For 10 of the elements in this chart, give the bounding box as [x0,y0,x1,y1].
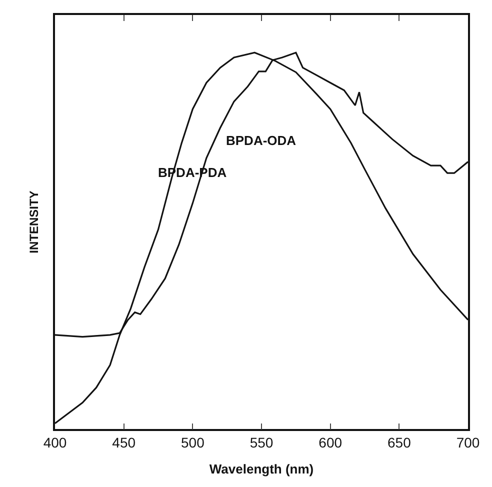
x-tick-label: 450 [112,434,136,451]
x-tick-label: 550 [250,434,274,451]
x-tick-label: 500 [180,434,205,451]
x-tick-label: 400 [43,434,67,451]
x-axis-title: Wavelength (nm) [209,462,314,477]
x-tick-label: 600 [318,434,342,451]
x-tick-label: 700 [456,434,480,451]
x-tick-label: 650 [387,434,412,451]
y-axis-title: INTENSITY [27,190,42,254]
series-label: BPDA-ODA [226,133,297,148]
